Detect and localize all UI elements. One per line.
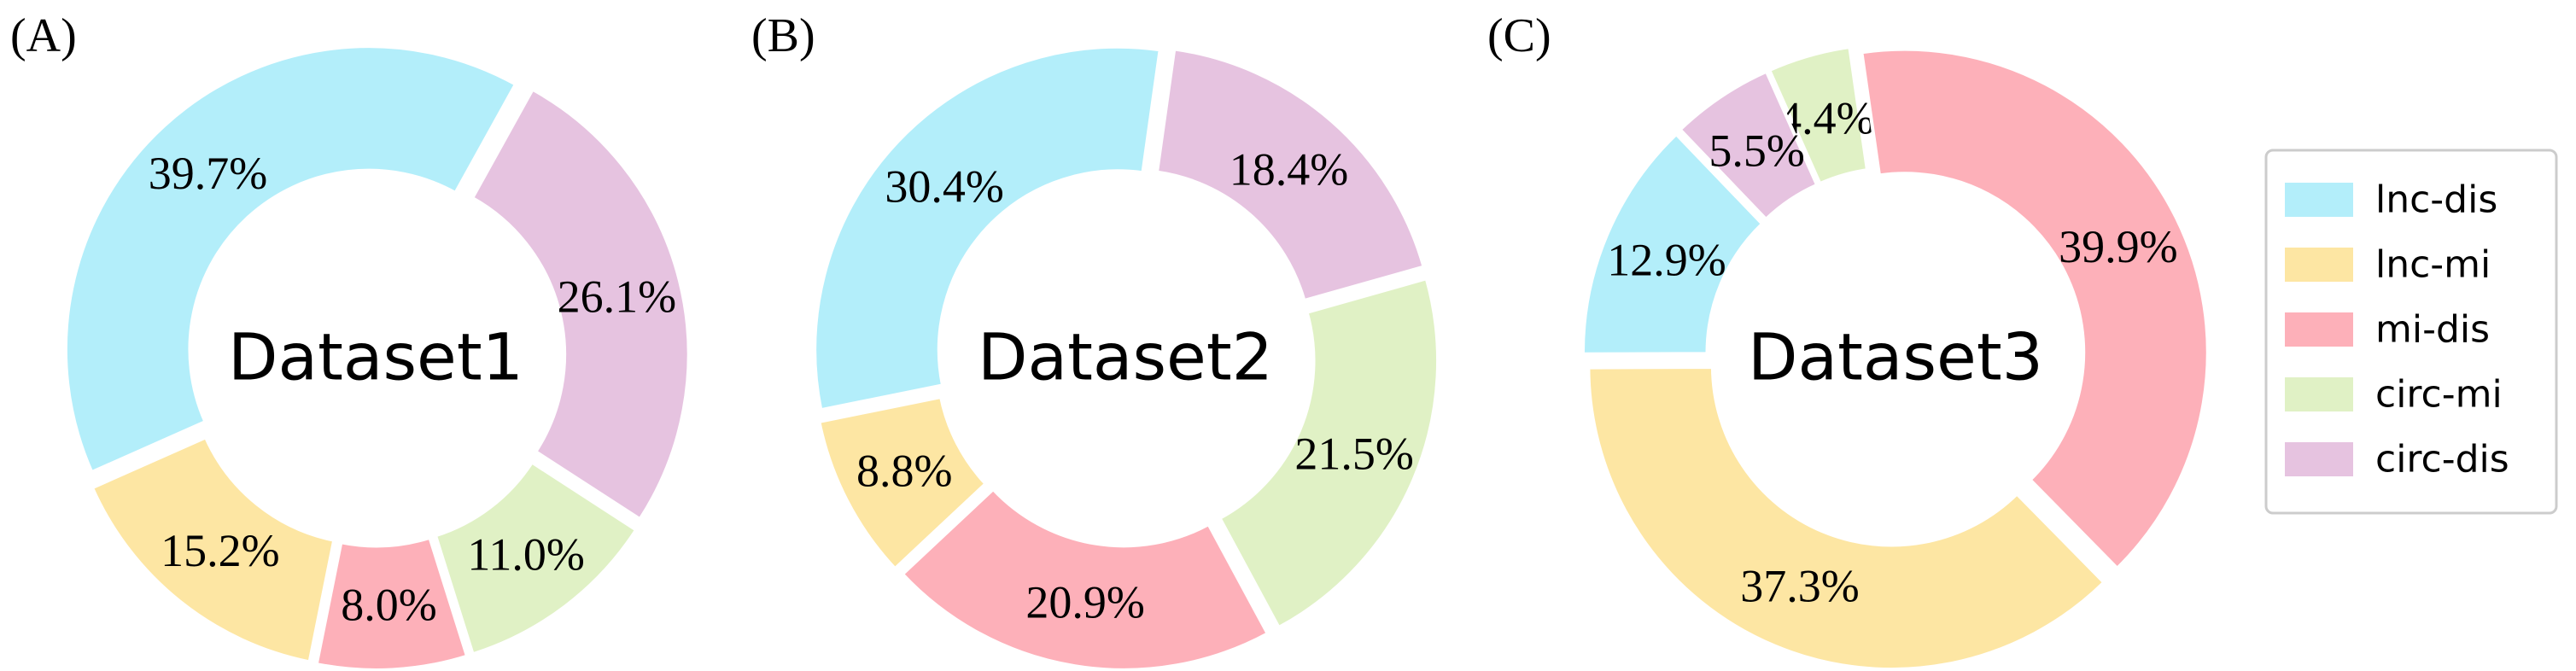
legend-item-circ-dis: circ-dis bbox=[2285, 438, 2509, 481]
legend-label: circ-mi bbox=[2375, 373, 2503, 417]
slice-circ-dis bbox=[1154, 47, 1427, 303]
slice-circ-dis bbox=[1677, 69, 1820, 222]
legend-frame bbox=[2264, 149, 2558, 515]
slice-label-mi-dis: 8.0% bbox=[341, 580, 436, 631]
slice-label-mi-dis: 20.9% bbox=[1025, 576, 1144, 627]
slice-circ-mi bbox=[433, 459, 639, 656]
slice-lnc-dis bbox=[1580, 131, 1765, 356]
legend-label: lnc-mi bbox=[2375, 243, 2491, 287]
slice-circ-dis bbox=[470, 86, 691, 522]
center-label: Dataset3 bbox=[1748, 319, 2043, 395]
legend-swatch bbox=[2285, 312, 2353, 347]
legend-label: lnc-dis bbox=[2375, 178, 2497, 222]
legend-swatch bbox=[2285, 442, 2353, 476]
legend-item-lnc-mi: lnc-mi bbox=[2285, 243, 2491, 287]
center-label: Dataset1 bbox=[228, 319, 523, 395]
slice-label-lnc-dis: 30.4% bbox=[885, 160, 1003, 212]
legend-swatch bbox=[2285, 377, 2353, 411]
chart-panels: (A) 26.1% 11.0% 8.0% 15.2% 39.7% Dataset1 (B) 18… bbox=[10, 9, 2210, 671]
slice-label-lnc-mi: 37.3% bbox=[1740, 561, 1859, 612]
legend-item-lnc-dis: lnc-dis bbox=[2285, 178, 2497, 222]
slice-mi-dis bbox=[900, 487, 1270, 671]
slice-lnc-mi bbox=[817, 394, 989, 571]
legend-label: mi-dis bbox=[2375, 308, 2490, 352]
slice-label-circ-dis: 5.5% bbox=[1709, 125, 1804, 176]
panel-label: (C) bbox=[1487, 9, 1551, 62]
panel-label: (A) bbox=[10, 9, 77, 62]
slice-circ-mi bbox=[1217, 276, 1440, 630]
slice-mi-dis bbox=[1860, 47, 2210, 571]
slice-label-lnc-dis: 12.9% bbox=[1607, 234, 1726, 285]
donut-panel-1: (A) 26.1% 11.0% 8.0% 15.2% 39.7% Dataset1 bbox=[10, 9, 691, 671]
slice-label-lnc-mi: 8.8% bbox=[856, 445, 952, 496]
slice-label-lnc-mi: 15.2% bbox=[161, 525, 279, 576]
slice-label-mi-dis: 39.9% bbox=[2059, 221, 2177, 272]
slice-label-circ-mi: 21.5% bbox=[1294, 428, 1413, 479]
panel-label: (B) bbox=[751, 9, 815, 62]
donut-panel-3: (C)4.4%39.9%37.3%12.9%5.5%Dataset3 bbox=[1487, 9, 2210, 671]
donut-panel-2: (B) 18.4% 21.5% 20.9% 8.8% 30.4% Dataset2 bbox=[751, 9, 1440, 671]
slice-lnc-dis bbox=[63, 44, 518, 475]
slice-label-lnc-dis: 39.7% bbox=[149, 148, 267, 199]
slice-label-circ-dis: 26.1% bbox=[558, 271, 676, 322]
slice-lnc-mi bbox=[90, 435, 336, 664]
legend-item-circ-mi: circ-mi bbox=[2285, 373, 2503, 417]
slice-lnc-dis bbox=[813, 44, 1162, 412]
slice-lnc-mi bbox=[1586, 365, 2107, 671]
legend-item-mi-dis: mi-dis bbox=[2285, 308, 2490, 352]
center-label: Dataset2 bbox=[978, 319, 1273, 395]
legend-swatch bbox=[2285, 248, 2353, 282]
legend-label: circ-dis bbox=[2375, 438, 2509, 481]
slice-circ-mi bbox=[1767, 44, 1870, 186]
legend-swatch bbox=[2285, 183, 2353, 217]
slice-mi-dis bbox=[314, 535, 470, 671]
legend: lnc-dis lnc-mi mi-dis circ-mi circ-dis bbox=[2264, 149, 2558, 515]
slice-label-circ-dis: 18.4% bbox=[1230, 144, 1348, 195]
slice-label-circ-mi: 11.0% bbox=[467, 529, 584, 581]
